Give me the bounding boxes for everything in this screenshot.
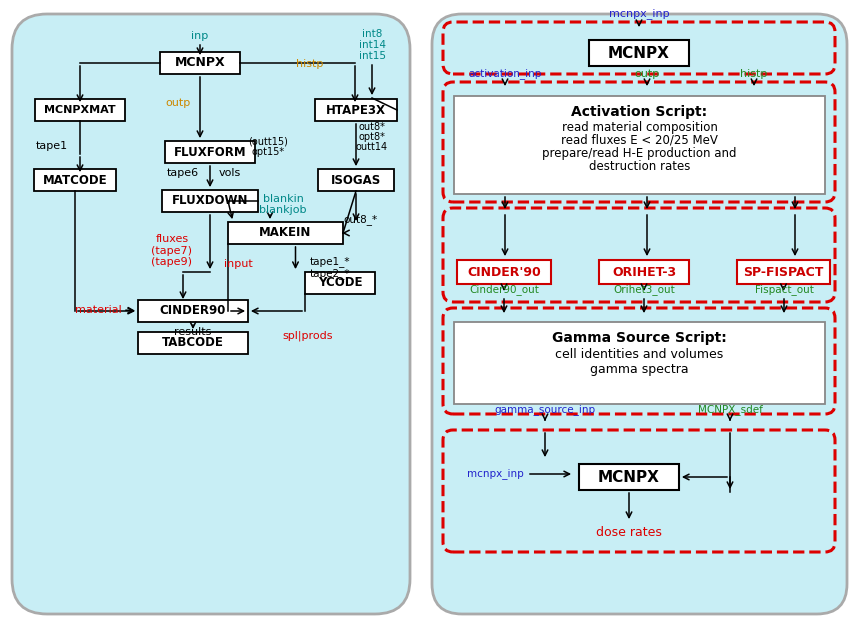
Text: outp: outp (165, 98, 191, 108)
Text: input: input (224, 259, 252, 269)
Bar (579, 464, 679, 490)
Text: outp: outp (635, 69, 660, 79)
Text: Activation Script:: Activation Script: (571, 105, 708, 119)
Text: mcnpx_inp: mcnpx_inp (609, 9, 669, 20)
FancyBboxPatch shape (443, 308, 835, 414)
Bar (35, 99, 125, 121)
Text: (tape9): (tape9) (151, 257, 193, 267)
Text: int14: int14 (359, 40, 385, 50)
Text: cell identities and volumes: cell identities and volumes (556, 348, 723, 360)
Bar (599, 260, 689, 284)
Text: CINDER'90: CINDER'90 (467, 265, 541, 279)
Text: read material composition: read material composition (562, 121, 717, 133)
Text: TABCODE: TABCODE (162, 336, 224, 349)
Text: material: material (75, 305, 121, 315)
Text: tape1: tape1 (36, 141, 68, 151)
Text: dose rates: dose rates (596, 525, 662, 538)
Text: MCNPXMAT: MCNPXMAT (44, 105, 116, 115)
Text: Gamma Source Script:: Gamma Source Script: (552, 331, 727, 345)
Bar (165, 141, 255, 163)
Bar (454, 322, 825, 404)
Bar (138, 332, 248, 354)
Text: Fispact_out: Fispact_out (754, 284, 814, 295)
Text: FLUXFORM: FLUXFORM (174, 145, 246, 159)
Text: MATCODE: MATCODE (43, 174, 108, 186)
Text: destruction rates: destruction rates (589, 159, 691, 173)
Text: mcnpx_inp: mcnpx_inp (467, 468, 524, 480)
Text: ORIHET-3: ORIHET-3 (612, 265, 676, 279)
Text: ISOGAS: ISOGAS (331, 174, 381, 186)
Text: (tape7): (tape7) (151, 246, 193, 256)
Text: outt14: outt14 (356, 142, 388, 152)
Text: YCODE: YCODE (317, 277, 362, 289)
Text: MCNPX_sdef: MCNPX_sdef (697, 404, 763, 415)
Text: out8*: out8* (359, 122, 385, 132)
Bar (34, 169, 116, 191)
Bar (318, 169, 394, 191)
FancyBboxPatch shape (12, 14, 410, 614)
Bar (457, 260, 551, 284)
FancyBboxPatch shape (443, 22, 835, 74)
Text: Cinder90_out: Cinder90_out (469, 284, 539, 295)
Text: MAKEIN: MAKEIN (260, 226, 311, 240)
Bar (315, 99, 397, 121)
FancyBboxPatch shape (443, 430, 835, 552)
Text: inp: inp (192, 31, 209, 41)
Text: MCNPX: MCNPX (175, 56, 225, 70)
Text: histp: histp (740, 69, 768, 79)
Bar (162, 190, 258, 212)
Text: spl|prods: spl|prods (283, 331, 334, 341)
Text: opt15*: opt15* (251, 147, 285, 157)
Text: fluxes: fluxes (156, 234, 188, 244)
Text: results: results (175, 327, 212, 337)
Text: int15: int15 (359, 51, 385, 61)
Text: Orihet3_out: Orihet3_out (613, 284, 675, 295)
Text: out8_*: out8_* (343, 214, 377, 226)
Text: activation_inp: activation_inp (469, 68, 542, 80)
Text: read fluxes E < 20/25 MeV: read fluxes E < 20/25 MeV (561, 133, 718, 147)
Bar (138, 300, 248, 322)
Text: tape1_*: tape1_* (310, 257, 350, 267)
Text: (outt15): (outt15) (248, 137, 288, 147)
Bar (228, 222, 343, 244)
Bar (589, 40, 689, 66)
Text: blankjob: blankjob (259, 205, 307, 215)
Bar (454, 96, 825, 194)
Text: MCNPX: MCNPX (608, 46, 670, 61)
Text: SP-FISPACT: SP-FISPACT (743, 265, 824, 279)
Text: blankin: blankin (262, 194, 304, 204)
Text: int8: int8 (362, 29, 382, 39)
Bar (160, 52, 240, 74)
Text: gamma spectra: gamma spectra (590, 363, 689, 375)
Text: tape6: tape6 (167, 168, 199, 178)
Text: prepare/read H-E production and: prepare/read H-E production and (543, 147, 737, 159)
Text: FLUXDOWN: FLUXDOWN (172, 195, 249, 207)
Text: tape2_*: tape2_* (310, 269, 350, 279)
Bar (737, 260, 830, 284)
FancyBboxPatch shape (443, 208, 835, 302)
Text: HTAPE3X: HTAPE3X (326, 104, 386, 116)
Text: CINDER90: CINDER90 (160, 305, 226, 317)
Text: MCNPX: MCNPX (598, 470, 660, 485)
Text: opt8*: opt8* (359, 132, 385, 142)
FancyBboxPatch shape (432, 14, 847, 614)
FancyBboxPatch shape (443, 82, 835, 202)
Text: histp: histp (297, 59, 323, 69)
Bar (305, 272, 375, 294)
Text: gamma_source_inp: gamma_source_inp (494, 404, 596, 415)
Text: vols: vols (219, 168, 241, 178)
